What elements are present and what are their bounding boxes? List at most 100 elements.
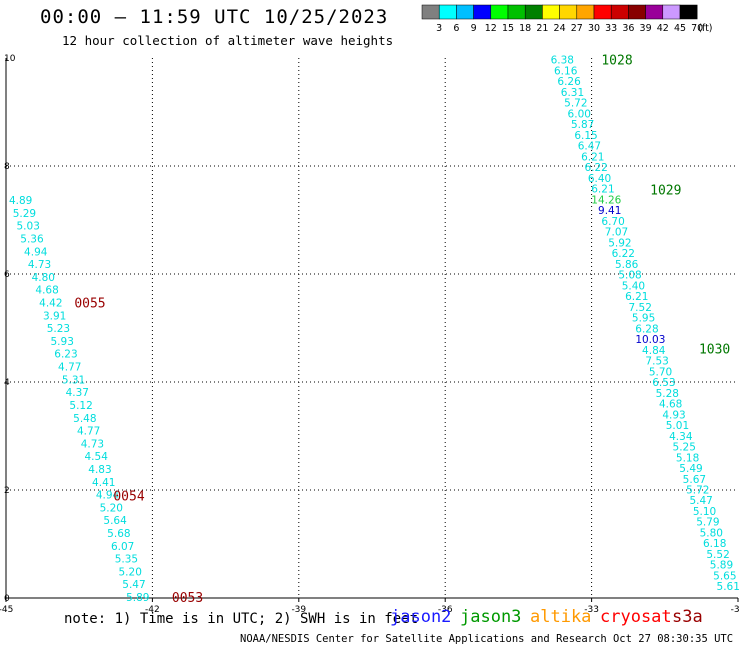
- wave-height-point: 4.94: [96, 490, 120, 502]
- wave-height-point: 3.91: [43, 310, 66, 322]
- wave-height-point: 5.52: [706, 549, 729, 561]
- wave-height-point: 5.95: [632, 313, 655, 325]
- wave-height-point: 6.21: [581, 151, 604, 163]
- x-tick-label: -39: [291, 605, 306, 615]
- colorbar-swatch: [559, 4, 578, 20]
- colorbar-swatch: [421, 4, 440, 20]
- wave-height-point: 5.47: [122, 579, 145, 591]
- wave-height-point: 5.48: [73, 413, 96, 425]
- wave-height-point: 5.31: [62, 374, 85, 386]
- wave-height-point: 6.22: [612, 248, 635, 260]
- colorbar-swatch: [628, 4, 646, 20]
- colorbar-swatch: [576, 4, 595, 20]
- x-tick-label: -45: [0, 605, 13, 615]
- wave-height-point: 4.80: [32, 272, 55, 284]
- x-tick-label: -33: [584, 605, 599, 615]
- colorbar-swatch: [593, 4, 612, 20]
- time-label: 1029: [650, 183, 681, 198]
- wave-height-point: 4.37: [66, 387, 89, 399]
- wave-height-point: 6.31: [561, 87, 584, 99]
- wave-height-point: 6.07: [111, 541, 134, 553]
- data-points: 4.895.295.035.364.944.734.804.684.423.91…: [9, 54, 740, 606]
- wave-height-point: 6.38: [551, 55, 574, 67]
- wave-height-point: 5.35: [115, 554, 138, 566]
- wave-height-point: 10.03: [635, 334, 665, 346]
- colorbar-swatch: [679, 4, 698, 20]
- colorbar-swatch: [662, 4, 681, 20]
- colorbar-label: 18: [519, 23, 531, 34]
- wave-height-point: 4.34: [669, 431, 693, 443]
- time-label: 0054: [113, 489, 144, 504]
- wave-height-point: 5.86: [615, 259, 639, 271]
- y-tick-label: 2: [4, 486, 10, 496]
- wave-height-point: 5.47: [689, 495, 712, 507]
- wave-height-point: 6.22: [584, 162, 607, 174]
- wave-height-point: 4.68: [35, 285, 58, 297]
- colorbar-label: 9: [471, 23, 477, 34]
- wave-height-point: 6.26: [557, 76, 581, 88]
- colorbar-swatch: [473, 4, 492, 20]
- wave-height-point: 6.00: [568, 108, 591, 120]
- wave-height-point: 4.73: [81, 438, 104, 450]
- wave-height-point: 5.87: [571, 119, 594, 131]
- colorbar-label: 70: [691, 23, 703, 34]
- colorbar-label: 33: [605, 23, 617, 34]
- colorbar-label: 6: [453, 23, 459, 34]
- colorbar-label: 24: [554, 23, 566, 34]
- wave-height-point: 6.70: [601, 216, 624, 228]
- wave-height-point: 4.77: [77, 426, 100, 438]
- wave-height-point: 4.94: [24, 246, 48, 258]
- chart-subtitle: 12 hour collection of altimeter wave hei…: [62, 33, 394, 48]
- wave-height-point: 4.42: [39, 298, 62, 310]
- colorbar-label: 12: [485, 23, 497, 34]
- wave-height-point: 6.21: [591, 184, 614, 196]
- wave-height-point: 6.23: [54, 349, 77, 361]
- colorbar-swatch: [645, 4, 664, 20]
- colorbar-swatch: [507, 4, 526, 20]
- footer-note: note: 1) Time is in UTC; 2) SWH is in fe…: [64, 611, 419, 627]
- wave-height-point: 5.20: [100, 502, 123, 514]
- colorbar-label: 27: [571, 23, 583, 34]
- y-tick-label: 4: [4, 378, 10, 388]
- colorbar-label: 30: [588, 23, 600, 34]
- wave-height-point: 5.28: [656, 388, 679, 400]
- y-tick-label: 6: [4, 270, 10, 280]
- wave-height-point: 5.72: [686, 484, 709, 496]
- wave-height-point: 5.70: [649, 366, 672, 378]
- colorbar-swatch: [456, 4, 474, 20]
- wave-height-point: 14.26: [591, 194, 621, 206]
- wave-height-point: 5.36: [20, 234, 44, 246]
- colorbar-label: 39: [640, 23, 652, 34]
- wave-height-point: 5.49: [679, 463, 702, 475]
- legend-entry-altika: altika: [530, 607, 592, 627]
- colorbar-swatch: [542, 4, 560, 20]
- plot-axes: -45 -42 -39 -36 -33 -30 0 2 4 6 8 10: [0, 54, 740, 615]
- wave-height-point: 5.08: [618, 270, 641, 282]
- colorbar-label: 42: [657, 23, 669, 34]
- wave-height-point: 4.93: [662, 409, 685, 421]
- wave-height-point: 5.01: [666, 420, 689, 432]
- wave-height-point: 5.20: [119, 566, 142, 578]
- time-label: 1028: [601, 54, 632, 69]
- time-label: 0055: [74, 297, 105, 312]
- wave-height-point: 7.53: [645, 356, 668, 368]
- wave-height-point: 6.40: [588, 173, 611, 185]
- time-label: 1030: [699, 343, 730, 358]
- x-tick-label: -42: [145, 605, 160, 615]
- wave-height-point: 7.07: [605, 227, 628, 239]
- wave-height-point: 6.15: [574, 130, 597, 142]
- wave-height-point: 6.53: [652, 377, 675, 389]
- wave-height-point: 5.68: [107, 528, 130, 540]
- wave-height-point: 5.93: [51, 336, 74, 348]
- wave-height-point: 5.72: [564, 98, 587, 110]
- wave-height-point: 6.16: [554, 65, 578, 77]
- wave-height-point: 5.67: [683, 474, 706, 486]
- wave-height-point: 5.12: [69, 400, 92, 412]
- time-label: 0053: [172, 591, 203, 606]
- wave-height-point: 5.18: [676, 452, 699, 464]
- colorbar-swatch: [524, 4, 543, 20]
- wave-height-point: 5.10: [693, 506, 716, 518]
- colorbar-label: 15: [502, 23, 514, 34]
